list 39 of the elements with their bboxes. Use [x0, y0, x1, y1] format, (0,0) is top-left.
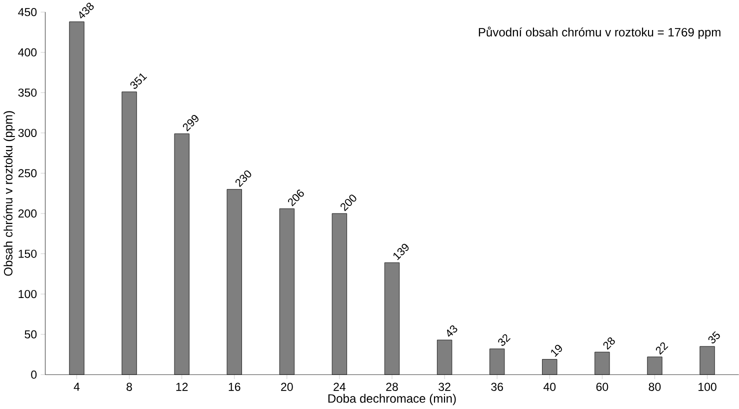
y-tick-label: 350 — [18, 88, 37, 97]
data-label: 22 — [656, 342, 668, 355]
x-tick-label: 4 — [74, 382, 80, 391]
x-tick-label: 32 — [438, 382, 450, 392]
data-label: 28 — [603, 338, 615, 350]
x-tick-label: 60 — [596, 382, 608, 392]
data-label: 139 — [393, 244, 409, 260]
y-axis-title: Obsah chrómu v roztoku (ppm) — [3, 111, 15, 276]
y-tick-label: 150 — [18, 250, 37, 258]
data-label: 200 — [340, 194, 356, 212]
x-tick-label: 20 — [281, 382, 293, 392]
x-tick-label: 8 — [126, 382, 132, 392]
x-tick-label: 36 — [491, 382, 503, 392]
y-tick-label: 0 — [31, 370, 37, 379]
y-tick-label: 450 — [18, 8, 37, 16]
data-label: 438 — [79, 2, 94, 19]
x-tick-label: 12 — [176, 382, 188, 392]
data-label: 19 — [551, 345, 562, 358]
x-tick-label: 16 — [228, 382, 240, 392]
annotation: Původní obsah chrómu v roztoku = 1769 ppm — [478, 26, 720, 40]
x-tick-label: 80 — [648, 382, 661, 392]
x-axis-title: Doba dechromace (min) — [328, 394, 456, 406]
y-tick-label: 50 — [24, 330, 37, 339]
y-tick-label: 400 — [18, 48, 37, 57]
data-label: 32 — [498, 334, 511, 346]
data-label: 230 — [235, 170, 252, 188]
y-tick-label: 300 — [18, 129, 37, 138]
data-label: 43 — [447, 326, 458, 337]
x-tick-label: 100 — [698, 382, 716, 392]
data-label: 35 — [708, 331, 720, 344]
y-tick-label: 200 — [18, 210, 37, 218]
data-label: 351 — [130, 74, 148, 90]
x-tick-label: 24 — [334, 382, 346, 392]
data-label: 299 — [182, 115, 198, 132]
data-label: 206 — [288, 190, 304, 207]
x-tick-label: 28 — [386, 382, 398, 392]
y-tick-label: 100 — [18, 290, 37, 298]
x-tick-label: 40 — [543, 382, 556, 392]
y-tick-label: 250 — [18, 169, 37, 178]
